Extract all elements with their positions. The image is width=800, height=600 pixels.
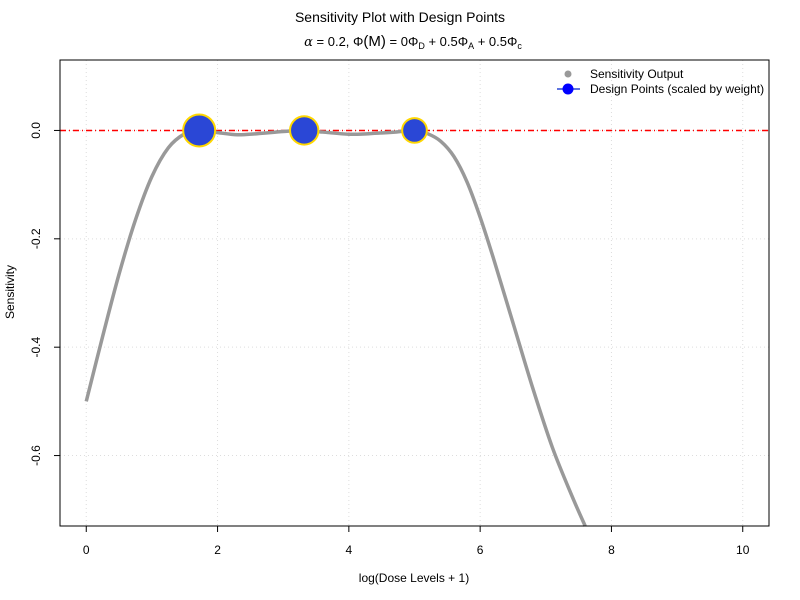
sensitivity-curve-layer — [84, 128, 587, 527]
subtitle-eq: = 0 — [386, 34, 408, 49]
subtitle-a-sub: A — [468, 41, 474, 51]
design-point-0 — [182, 113, 217, 148]
design-point-2 — [401, 117, 428, 144]
sensitivity-curve — [84, 128, 587, 527]
legend: Sensitivity Output Design Points (scaled… — [557, 67, 764, 96]
x-tick-label-4: 8 — [608, 543, 615, 557]
y-tick-label-3: -0.6 — [29, 445, 43, 466]
y-tick-label-0: 0.0 — [29, 122, 43, 139]
plot-frame — [59, 59, 770, 527]
x-tick-label-2: 4 — [346, 543, 353, 557]
subtitle-phi-4: Φ — [507, 34, 517, 49]
subtitle-d-sub: D — [418, 41, 425, 51]
design-point-1 — [289, 115, 320, 146]
x-tick-label-3: 6 — [477, 543, 484, 557]
y-axis: 0.0 -0.2 -0.4 -0.6 — [29, 122, 60, 466]
y-tick-label-1: -0.2 — [29, 228, 43, 249]
legend-label-sensitivity: Sensitivity Output — [590, 67, 684, 81]
subtitle-plus-a: + 0.5 — [425, 34, 458, 49]
x-axis: 0 2 4 6 8 10 — [83, 526, 750, 557]
subtitle-m-part: (M) — [363, 33, 386, 50]
x-tick-label-1: 2 — [214, 543, 221, 557]
legend-marker-design — [562, 83, 574, 95]
subtitle-phi-3: Φ — [458, 34, 468, 49]
subtitle-phi-2: Φ — [408, 34, 418, 49]
subtitle-plus-c: + 0.5 — [474, 34, 507, 49]
y-axis-label: Sensitivity — [3, 265, 17, 319]
design-points-layer — [182, 113, 428, 148]
subtitle-alpha-value: = 0.2, — [313, 34, 353, 49]
x-axis-label: log(Dose Levels + 1) — [359, 571, 469, 585]
subtitle-alpha-symbol: α — [304, 35, 313, 50]
x-tick-label-5: 10 — [736, 543, 750, 557]
legend-label-design: Design Points (scaled by weight) — [590, 82, 764, 96]
x-tick-label-0: 0 — [83, 543, 90, 557]
chart-title: Sensitivity Plot with Design Points — [295, 9, 505, 25]
grid — [60, 60, 769, 526]
chart-subtitle: α = 0.2, Φ(M) = 0ΦD + 0.5ΦA + 0.5Φc — [304, 33, 522, 51]
subtitle-phi-1: Φ — [353, 34, 363, 49]
subtitle-c-sub: c — [517, 41, 522, 51]
y-tick-label-2: -0.4 — [29, 337, 43, 358]
legend-marker-sensitivity — [564, 70, 572, 78]
